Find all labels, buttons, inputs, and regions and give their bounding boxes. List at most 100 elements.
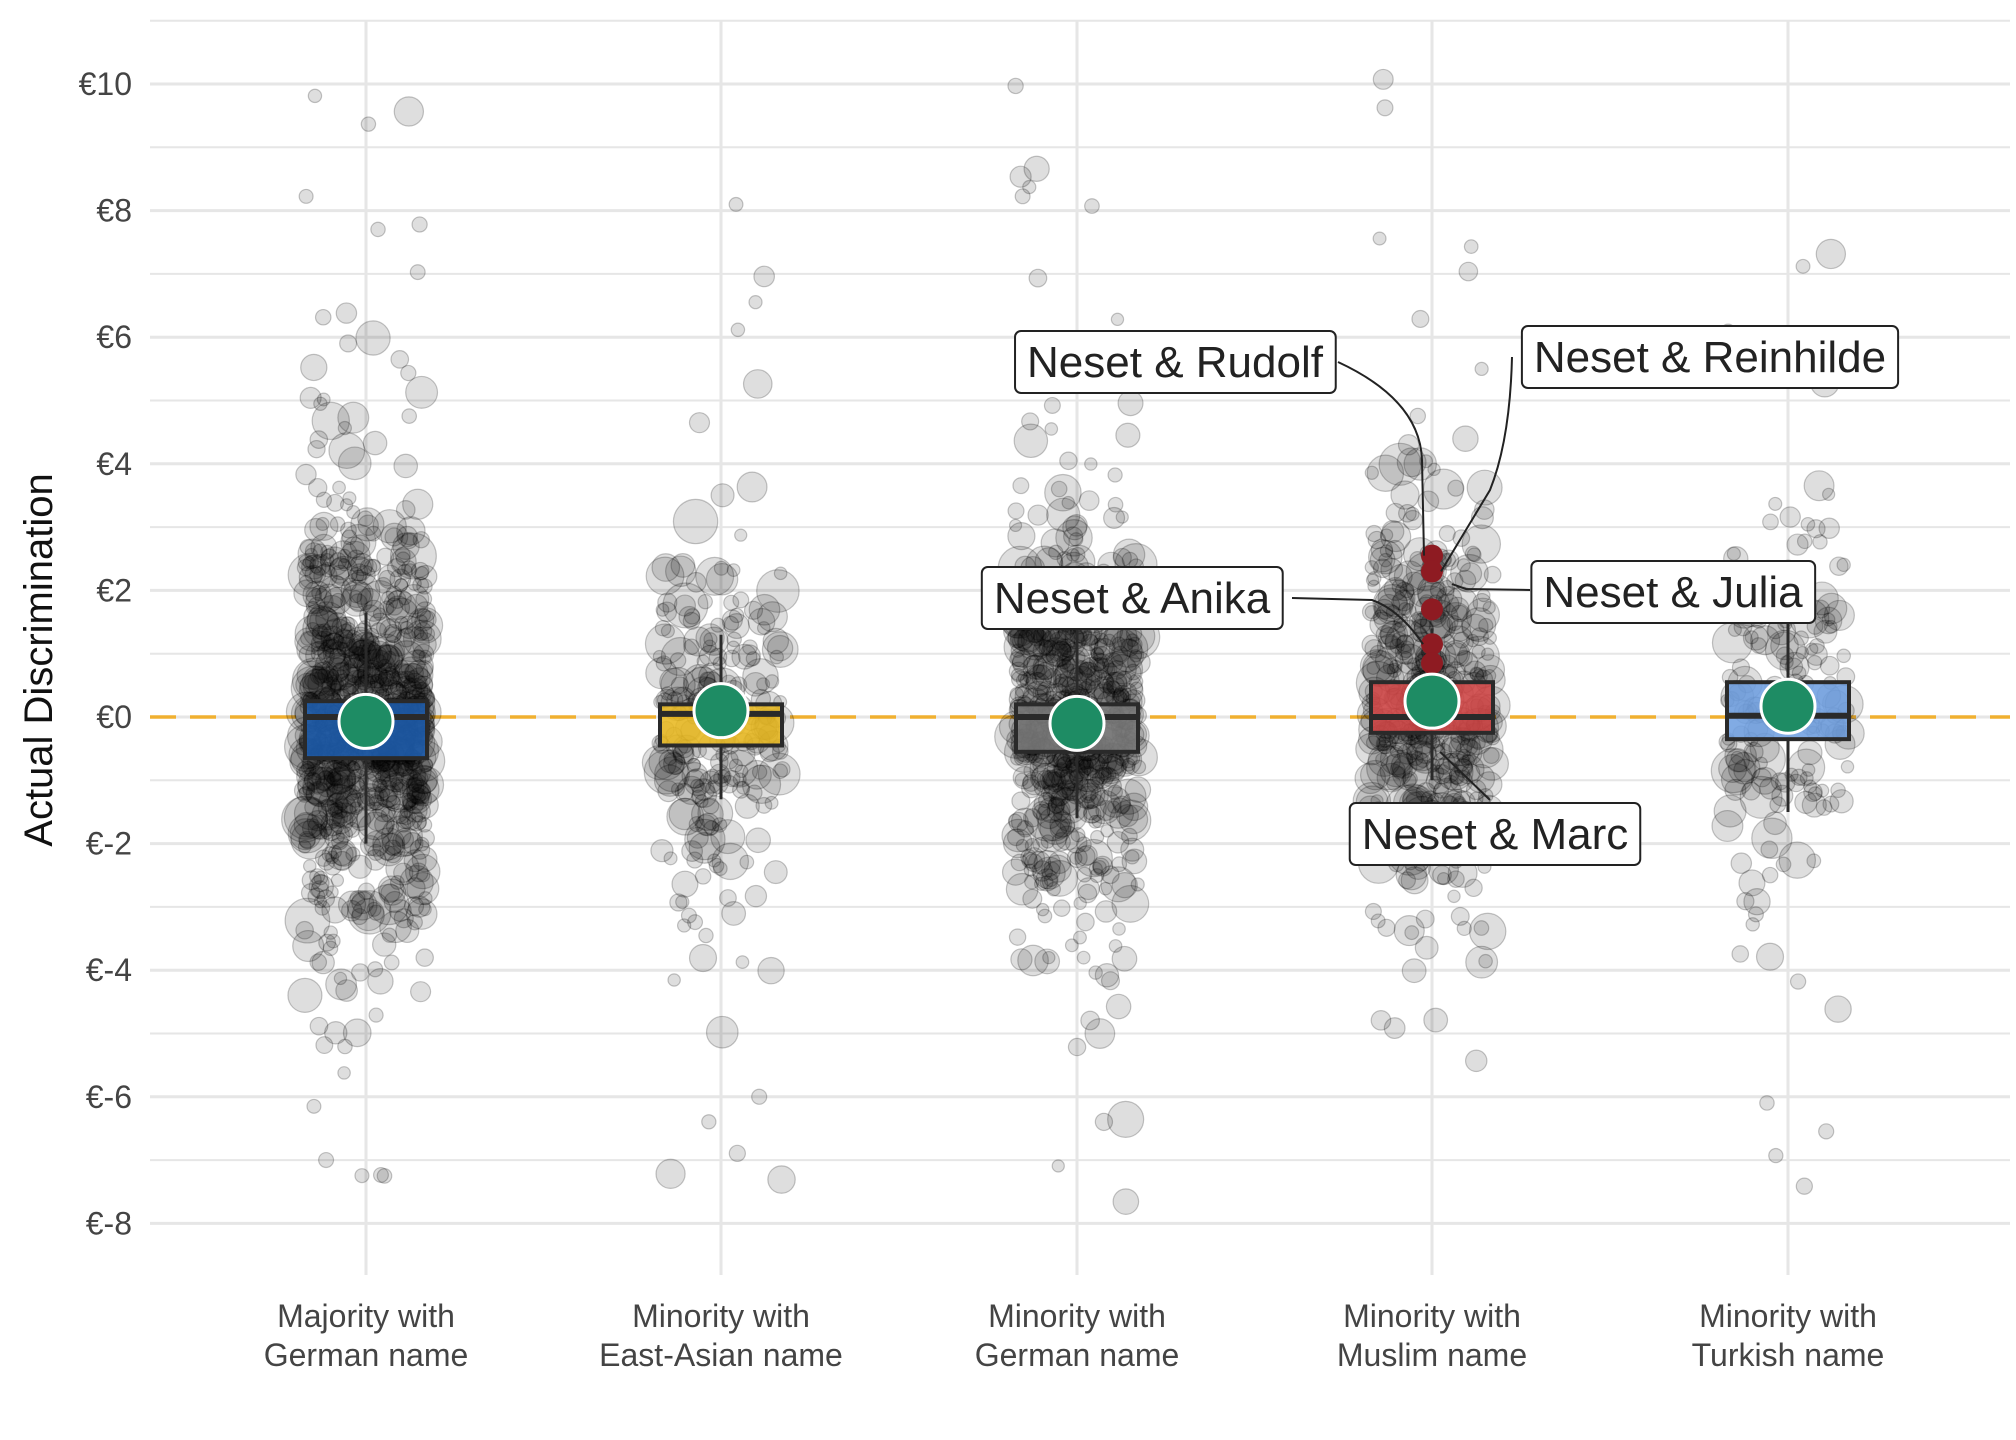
jitter-points — [281, 68, 1865, 1215]
data-point — [690, 798, 724, 831]
data-point — [392, 781, 406, 796]
data-point — [335, 787, 362, 814]
data-point — [1370, 538, 1394, 562]
data-point — [683, 768, 712, 797]
data-point — [662, 582, 709, 629]
data-point — [1364, 639, 1384, 659]
data-point — [1466, 547, 1482, 563]
data-point — [1448, 764, 1471, 787]
data-point — [1106, 653, 1137, 685]
data-point — [1372, 609, 1389, 625]
data-point — [1098, 678, 1114, 694]
data-point — [373, 672, 398, 697]
data-point — [354, 1168, 370, 1184]
data-point — [1055, 519, 1093, 557]
data-point — [1026, 652, 1055, 681]
data-point — [335, 636, 358, 659]
data-point — [1032, 639, 1057, 663]
data-point — [1008, 661, 1029, 681]
data-point — [331, 616, 352, 637]
data-point — [1025, 664, 1058, 696]
data-point — [320, 548, 339, 567]
data-point — [1076, 866, 1093, 883]
data-point — [1024, 837, 1040, 854]
data-point — [1094, 1112, 1114, 1132]
data-point — [1795, 1177, 1814, 1195]
data-point — [1789, 973, 1807, 990]
data-point — [416, 829, 435, 848]
data-point — [1367, 571, 1382, 586]
data-point — [317, 852, 336, 871]
data-point — [402, 619, 442, 659]
data-point — [1088, 861, 1103, 876]
data-point — [653, 764, 687, 797]
data-point — [1411, 309, 1430, 329]
data-point — [686, 851, 704, 869]
data-point — [1390, 480, 1420, 510]
data-point — [1441, 640, 1471, 669]
data-point — [1058, 641, 1099, 682]
data-point — [1098, 767, 1112, 781]
data-point — [365, 525, 382, 542]
data-point — [1008, 928, 1027, 946]
data-point — [692, 778, 715, 801]
data-point — [1459, 737, 1479, 757]
data-point — [415, 681, 431, 698]
data-point — [309, 868, 326, 885]
data-point — [335, 825, 354, 843]
data-point — [416, 868, 431, 883]
data-point — [307, 887, 326, 906]
data-point — [328, 809, 354, 835]
data-point — [1396, 634, 1415, 653]
data-point — [1450, 604, 1469, 623]
data-point — [384, 845, 402, 864]
data-point — [346, 638, 362, 653]
data-point — [1022, 670, 1037, 685]
data-point — [1804, 643, 1828, 666]
data-point — [321, 676, 342, 697]
data-point — [1366, 661, 1381, 675]
data-point — [1091, 814, 1106, 829]
data-point — [723, 769, 741, 788]
data-point — [774, 761, 791, 778]
data-point — [1033, 792, 1057, 816]
data-point — [393, 908, 414, 929]
data-point — [1062, 515, 1088, 541]
data-point — [1115, 670, 1133, 688]
data-point — [374, 814, 395, 835]
data-point — [298, 645, 316, 663]
data-point — [324, 837, 358, 871]
data-point — [311, 401, 350, 441]
data-point — [304, 554, 319, 570]
data-point — [1125, 633, 1140, 648]
highlighted-point — [1421, 652, 1443, 675]
data-point — [1040, 834, 1055, 849]
data-point — [1046, 797, 1071, 822]
data-point — [296, 629, 335, 668]
data-point — [1020, 848, 1038, 866]
data-point — [315, 516, 330, 532]
data-point — [1738, 869, 1766, 897]
data-point — [655, 655, 672, 672]
data-point — [343, 577, 357, 592]
data-point — [1121, 760, 1136, 775]
data-point — [327, 662, 362, 697]
data-point — [1124, 776, 1152, 803]
data-point — [1120, 638, 1139, 657]
data-point — [306, 605, 339, 637]
data-point — [402, 794, 419, 811]
data-point — [324, 805, 349, 829]
data-point — [1047, 850, 1072, 875]
data-point — [394, 615, 409, 631]
data-point — [412, 632, 437, 657]
data-point — [1461, 524, 1502, 564]
data-point — [325, 933, 341, 949]
data-point — [326, 612, 348, 634]
data-point — [756, 569, 800, 613]
data-point — [1039, 770, 1059, 790]
data-point — [1031, 671, 1045, 686]
data-point — [348, 593, 368, 613]
data-point — [414, 565, 429, 581]
data-point — [329, 647, 346, 665]
data-point — [375, 644, 400, 669]
